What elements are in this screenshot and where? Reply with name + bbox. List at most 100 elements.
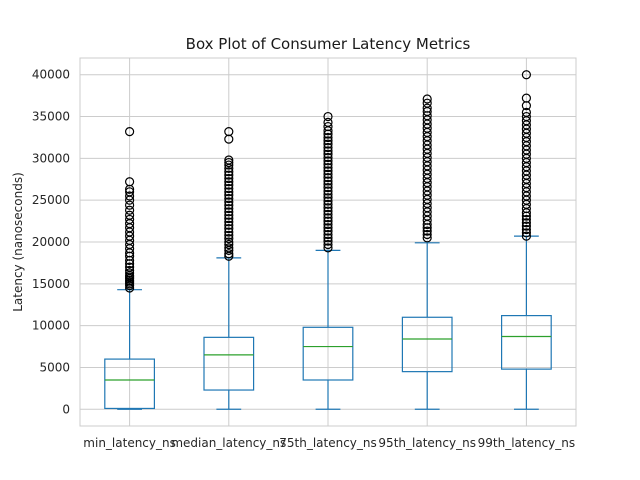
outlier-point bbox=[224, 157, 234, 168]
outlier-point bbox=[323, 203, 333, 213]
iqr-box bbox=[401, 316, 453, 373]
outlier-point bbox=[323, 156, 333, 166]
outlier-point bbox=[323, 162, 333, 173]
outlier-point bbox=[323, 132, 333, 143]
outlier-point bbox=[422, 226, 432, 236]
outlier-point bbox=[224, 249, 234, 259]
outlier-point bbox=[521, 228, 532, 238]
plot-frame bbox=[79, 57, 577, 427]
outlier-point bbox=[323, 183, 333, 193]
outlier-point bbox=[224, 220, 234, 230]
outlier-point bbox=[323, 189, 333, 199]
outlier-point bbox=[323, 196, 333, 206]
outlier-point bbox=[422, 233, 432, 243]
outlier-point bbox=[224, 197, 234, 207]
outlier-point bbox=[224, 127, 234, 137]
y-tick-label: 5000 bbox=[39, 360, 70, 374]
outlier-point bbox=[224, 213, 234, 224]
outlier-point bbox=[323, 176, 333, 186]
outlier-point bbox=[323, 136, 333, 146]
outlier-point bbox=[521, 231, 532, 241]
outlier-point bbox=[323, 243, 333, 253]
outlier-point bbox=[125, 210, 135, 220]
outlier-point bbox=[224, 234, 234, 244]
outlier-point bbox=[224, 170, 234, 180]
x-tick-label: 99th_latency_ns bbox=[478, 436, 576, 450]
outlier-point bbox=[323, 111, 333, 122]
outlier-point bbox=[323, 223, 333, 233]
outlier-point bbox=[224, 224, 234, 234]
outlier-point bbox=[323, 166, 333, 176]
outlier-point bbox=[224, 177, 234, 187]
chart-title: Box Plot of Consumer Latency Metrics bbox=[186, 35, 471, 53]
outlier-point bbox=[125, 187, 135, 197]
y-tick-label: 35000 bbox=[32, 110, 70, 124]
outlier-point bbox=[224, 183, 234, 194]
outlier-point bbox=[323, 146, 333, 156]
outlier-point bbox=[224, 155, 234, 165]
outlier-point bbox=[224, 203, 234, 214]
outlier-point bbox=[323, 219, 333, 230]
outlier-point bbox=[323, 239, 333, 250]
outlier-point bbox=[224, 230, 234, 240]
outlier-point bbox=[323, 209, 333, 219]
outlier-point bbox=[323, 233, 333, 243]
x-tick-label: 95th_latency_ns bbox=[378, 436, 476, 450]
x-tick-label: 75th_latency_ns bbox=[279, 436, 377, 450]
iqr-box bbox=[203, 336, 255, 391]
outlier-point bbox=[125, 262, 135, 272]
outlier-point bbox=[125, 214, 135, 225]
outlier-point bbox=[224, 180, 234, 190]
y-tick-labels: 0 5000 10000 15000 20000 25000 30000 35000 40000 bbox=[32, 68, 70, 417]
outlier-point bbox=[323, 179, 333, 189]
y-tick-label: 10000 bbox=[32, 319, 70, 333]
outlier-point bbox=[323, 216, 333, 226]
outlier-point bbox=[323, 173, 333, 183]
outlier-point bbox=[125, 191, 135, 201]
outlier-point bbox=[125, 268, 135, 278]
outlier-point bbox=[323, 169, 333, 179]
outlier-point bbox=[521, 70, 532, 80]
box-series-min_latency_ns bbox=[104, 127, 156, 410]
outlier-point bbox=[224, 217, 234, 227]
y-tick-label: 40000 bbox=[32, 68, 70, 82]
box-series-99th_latency_ns bbox=[501, 70, 552, 410]
outlier-point bbox=[224, 227, 234, 237]
outlier-point bbox=[521, 221, 532, 231]
outlier-point bbox=[224, 210, 234, 220]
outlier-point bbox=[224, 160, 234, 170]
y-tick-label: 0 bbox=[62, 402, 70, 416]
outlier-point bbox=[224, 200, 234, 210]
outlier-point bbox=[323, 186, 333, 196]
iqr-box bbox=[104, 358, 156, 410]
outlier-point bbox=[224, 187, 234, 197]
outlier-point bbox=[422, 103, 432, 113]
box-series-median_latency_ns bbox=[203, 127, 255, 410]
outlier-point bbox=[125, 127, 135, 137]
outlier-point bbox=[224, 243, 234, 253]
y-tick-label: 20000 bbox=[32, 235, 70, 249]
outlier-point bbox=[323, 229, 333, 240]
outlier-point bbox=[323, 152, 333, 163]
outlier-point bbox=[224, 173, 234, 184]
outlier-point bbox=[323, 139, 333, 149]
outlier-point bbox=[521, 107, 532, 117]
outlier-point bbox=[224, 167, 234, 177]
outlier-point bbox=[323, 142, 333, 153]
outlier-point bbox=[323, 199, 333, 209]
outlier-point bbox=[224, 193, 234, 204]
outlier-point bbox=[224, 190, 234, 200]
y-tick-label: 30000 bbox=[32, 151, 70, 165]
x-tick-labels: min_latency_nsmedian_latency_ns75th_late… bbox=[83, 436, 575, 450]
box-layer bbox=[104, 70, 552, 410]
outlier-point bbox=[125, 205, 135, 215]
x-tick-label: median_latency_ns bbox=[171, 436, 286, 450]
box-series-95th_latency_ns bbox=[401, 94, 453, 410]
y-tick-label: 15000 bbox=[32, 277, 70, 291]
outlier-point bbox=[521, 224, 532, 235]
y-axis-label: Latency (nanoseconds) bbox=[11, 172, 25, 312]
outlier-point bbox=[422, 94, 432, 104]
outlier-point bbox=[323, 236, 333, 246]
